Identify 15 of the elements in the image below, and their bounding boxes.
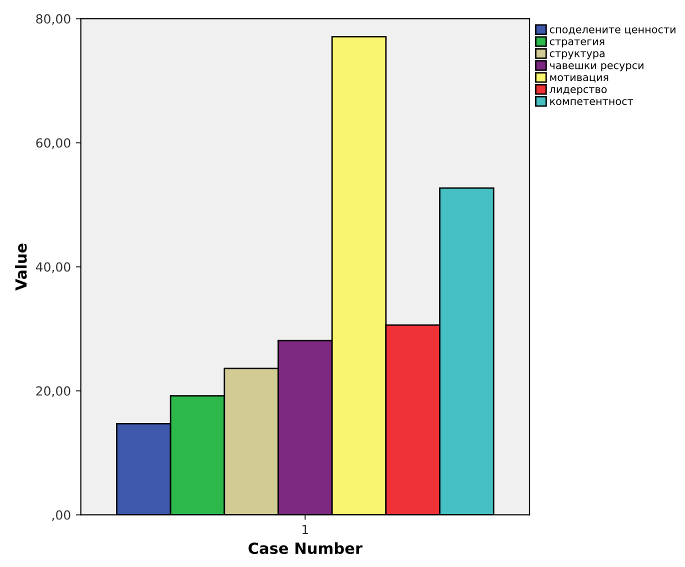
legend-label: компетентност [550, 99, 634, 106]
y-tick-label: 60,00 [36, 138, 70, 149]
y-tick-label: 20,00 [36, 386, 70, 398]
legend-label: мотивация [550, 75, 608, 82]
x-tick-label: 1 [302, 524, 308, 534]
legend-label: структура [550, 51, 604, 60]
x-axis-title: Case Number [248, 542, 362, 554]
y-tick-label: 80,00 [36, 14, 70, 25]
legend-label: лидерство [550, 87, 607, 96]
y-axis-title: Value [14, 244, 27, 291]
y-tick-label: 40,00 [36, 262, 70, 273]
legend-label: чавешки ресурси [550, 63, 644, 72]
legend-label: споделените ценности [550, 27, 676, 35]
y-tick-label: ,00 [52, 510, 70, 522]
legend-label: стратегия [550, 39, 604, 48]
